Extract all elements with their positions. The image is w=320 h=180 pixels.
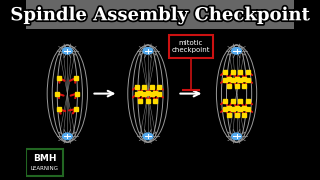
Text: LEARNING: LEARNING xyxy=(31,166,59,171)
FancyBboxPatch shape xyxy=(27,149,63,176)
Text: Spindle Assembly Checkpoint: Spindle Assembly Checkpoint xyxy=(10,6,310,24)
Circle shape xyxy=(62,133,72,140)
Text: mitotic
checkpoint: mitotic checkpoint xyxy=(172,40,210,53)
FancyBboxPatch shape xyxy=(169,35,213,58)
Circle shape xyxy=(232,48,241,54)
Text: BMH: BMH xyxy=(33,154,56,163)
Circle shape xyxy=(143,48,153,54)
FancyBboxPatch shape xyxy=(26,0,294,29)
Circle shape xyxy=(232,133,241,140)
Circle shape xyxy=(62,48,72,54)
Circle shape xyxy=(143,133,153,140)
